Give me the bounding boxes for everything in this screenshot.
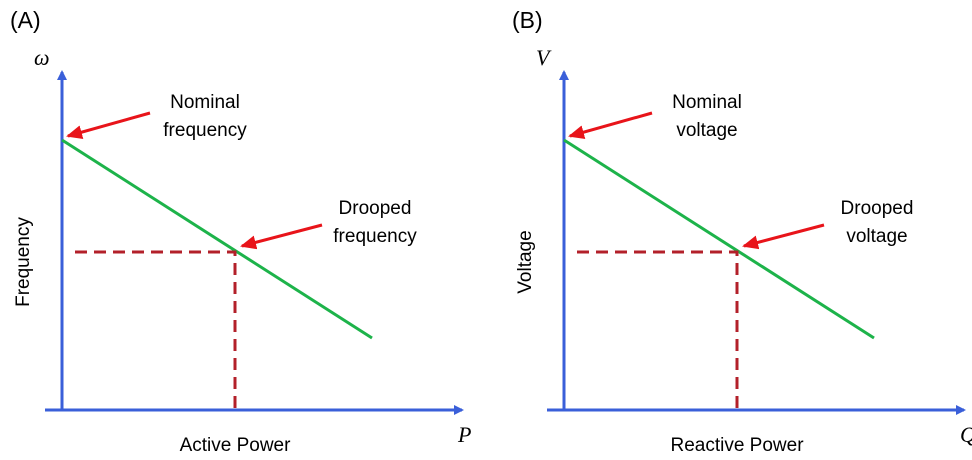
annotation: voltage	[676, 120, 737, 141]
nominal-arrow	[568, 111, 653, 139]
x-axis-label: Active Power	[180, 435, 292, 456]
panel-label: (B)	[512, 7, 543, 33]
droop-line	[563, 138, 875, 340]
panel-label: (A)	[10, 7, 41, 33]
annotation: frequency	[163, 120, 247, 141]
drooped-arrow	[742, 223, 825, 250]
y-axis-label: Voltage	[515, 230, 536, 293]
drooped-arrow	[240, 223, 323, 250]
x-axis-label: Reactive Power	[670, 435, 804, 456]
annotation: voltage	[846, 226, 907, 247]
nominal-arrow	[66, 111, 151, 139]
dashed-guide	[75, 250, 237, 410]
y-axis-symbol: ω	[34, 45, 50, 70]
annotation: frequency	[333, 226, 417, 247]
dashed-guide	[577, 250, 739, 410]
x-axis-symbol: P	[457, 422, 471, 447]
annotation: Drooped	[339, 198, 412, 219]
annotation: Drooped	[841, 198, 914, 219]
annotation: Nominal	[672, 92, 742, 113]
annotation: Nominal	[170, 92, 240, 113]
y-axis-symbol: V	[536, 45, 552, 70]
droop-line	[61, 138, 373, 340]
y-axis-label: Frequency	[13, 217, 34, 307]
x-axis-symbol: Q	[960, 422, 972, 447]
